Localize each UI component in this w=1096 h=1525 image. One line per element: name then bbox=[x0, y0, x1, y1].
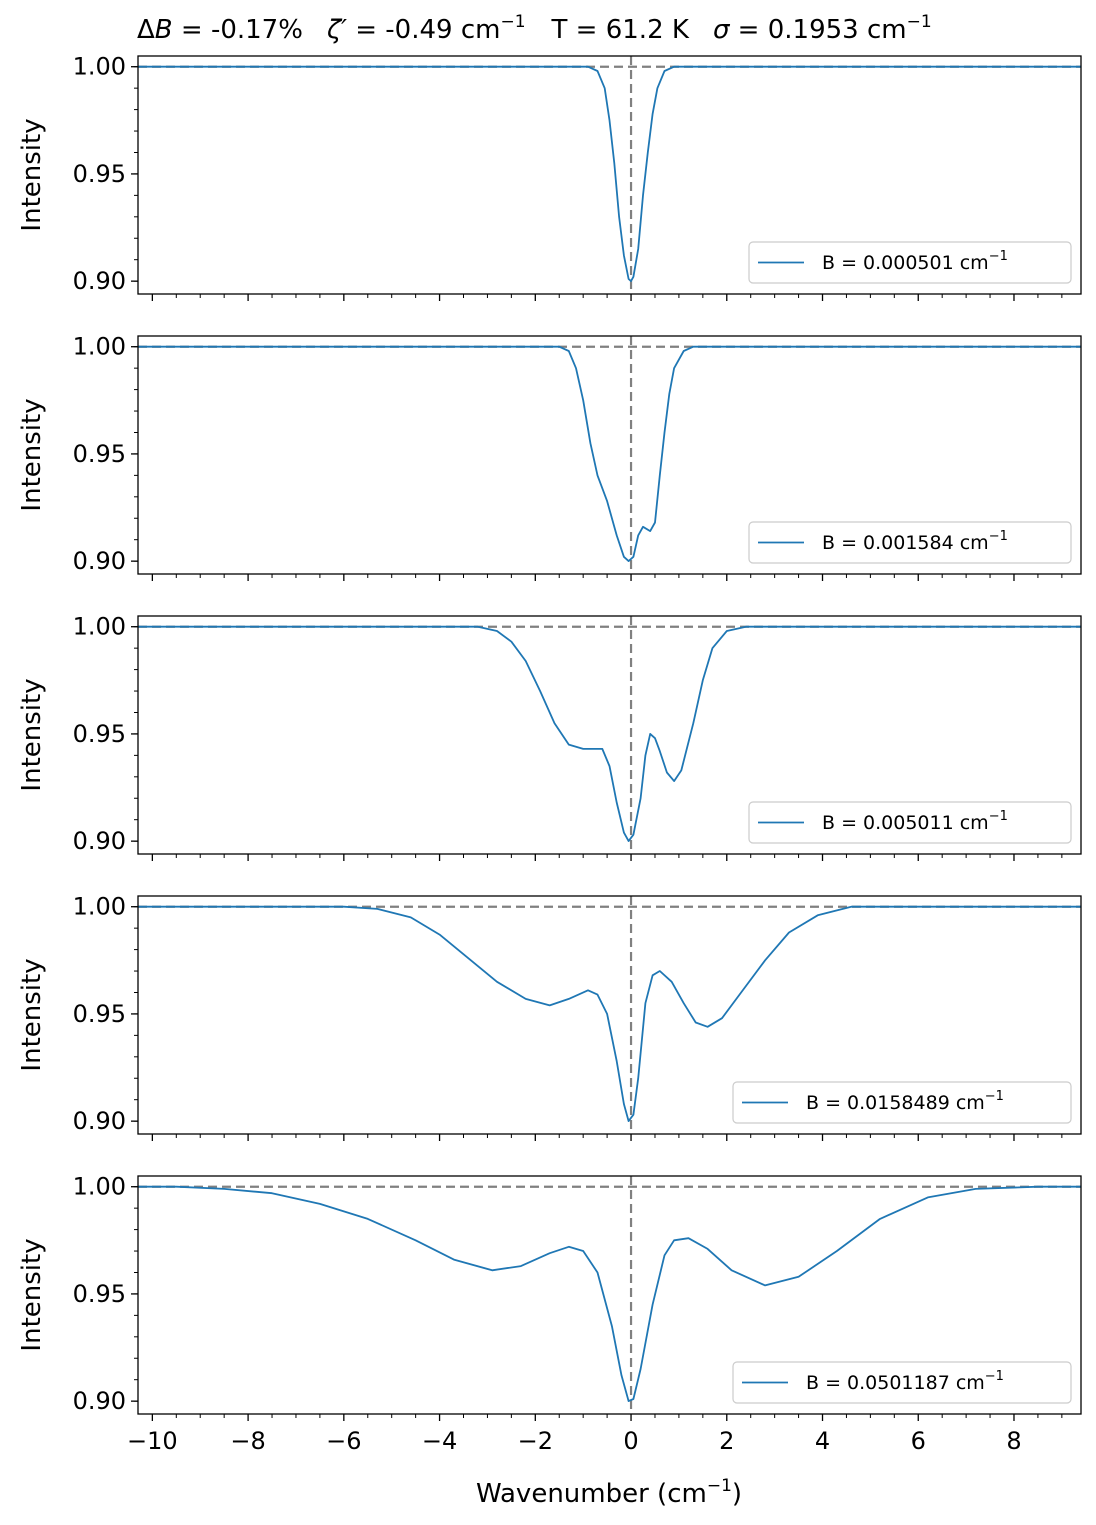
legend-label-main: B = 0.0158489 cm bbox=[806, 1092, 985, 1114]
y-tick-label: 0.95 bbox=[73, 1000, 126, 1028]
legend-box bbox=[732, 1361, 1072, 1404]
x-tick-label: −2 bbox=[518, 1427, 553, 1455]
x-axis-label: Wavenumber (cm−1) bbox=[476, 1476, 742, 1509]
legend-label-main: B = 0.0501187 cm bbox=[806, 1372, 985, 1394]
panel-5: 1.00 0.95 0.90 Intensity B = 0.0501187 cm−1 bbox=[17, 1173, 1082, 1421]
x-tick-label: 0 bbox=[623, 1427, 638, 1455]
x-axis-tick-labels: −10 −8 −6 −4 −2 0 2 4 6 8 bbox=[127, 1427, 1022, 1455]
legend: B = 0.005011 cm−1 bbox=[748, 801, 1072, 844]
y-tick-label: 0.90 bbox=[73, 1107, 126, 1135]
y-tick-label: 1.00 bbox=[73, 1173, 126, 1201]
axes-frame bbox=[137, 55, 1082, 295]
legend: B = 0.000501 cm−1 bbox=[748, 241, 1072, 284]
legend-box bbox=[748, 801, 1072, 844]
series-line bbox=[138, 1185, 1081, 1402]
x-tick-label: −8 bbox=[230, 1427, 265, 1455]
legend: B = 0.0501187 cm−1 bbox=[732, 1361, 1072, 1404]
legend-label: B = 0.005011 cm−1 bbox=[822, 809, 1008, 834]
series-line bbox=[138, 905, 1081, 1122]
panel-3: 1.00 0.95 0.90 Intensity B = 0.005011 cm−1 bbox=[17, 613, 1082, 861]
y-axis-label: Intensity bbox=[17, 958, 47, 1071]
axes-frame bbox=[137, 895, 1082, 1135]
y-tick-label: 1.00 bbox=[73, 53, 126, 81]
legend-label-exp: −1 bbox=[985, 1369, 1004, 1384]
y-tick-label: 1.00 bbox=[73, 613, 126, 641]
series-line bbox=[138, 345, 1081, 562]
legend-box bbox=[732, 1081, 1072, 1124]
x-tick-label: −4 bbox=[422, 1427, 457, 1455]
title-temperature: T = 61.2 K bbox=[551, 15, 690, 45]
y-tick-label: 0.95 bbox=[73, 160, 126, 188]
x-tick-label: −6 bbox=[326, 1427, 361, 1455]
y-axis-label: Intensity bbox=[17, 398, 47, 511]
y-tick-label: 0.90 bbox=[73, 827, 126, 855]
legend-label-main: B = 0.001584 cm bbox=[822, 532, 989, 554]
series-line bbox=[138, 65, 1081, 282]
y-axis-label: Intensity bbox=[17, 118, 47, 231]
title-zeta-value: = -0.49 cm bbox=[347, 15, 500, 45]
y-tick-label: 0.90 bbox=[73, 267, 126, 295]
x-tick-label: 2 bbox=[719, 1427, 734, 1455]
x-axis-label-close: ) bbox=[732, 1479, 742, 1509]
panel-1: 1.00 0.95 0.90 Intensity B = 0.000501 cm−1 bbox=[17, 53, 1082, 301]
y-axis-label: Intensity bbox=[17, 1238, 47, 1351]
title-sigma-exp: −1 bbox=[907, 12, 932, 32]
legend-label-exp: −1 bbox=[989, 249, 1008, 264]
x-axis-label-exp: −1 bbox=[707, 1476, 732, 1496]
title-zeta-exp: −1 bbox=[500, 12, 525, 32]
axes-frame bbox=[137, 615, 1082, 855]
legend-label: B = 0.0158489 cm−1 bbox=[806, 1089, 1004, 1114]
y-tick-label: 1.00 bbox=[73, 893, 126, 921]
y-tick-label: 0.95 bbox=[73, 720, 126, 748]
legend-box bbox=[748, 521, 1072, 564]
legend-label: B = 0.000501 cm−1 bbox=[822, 249, 1008, 274]
y-tick-label: 1.00 bbox=[73, 333, 126, 361]
legend-label-exp: −1 bbox=[985, 1089, 1004, 1104]
x-tick-label: 4 bbox=[815, 1427, 830, 1455]
y-tick-label: 0.95 bbox=[73, 1280, 126, 1308]
panel-2: 1.00 0.95 0.90 Intensity B = 0.001584 cm−1 bbox=[17, 333, 1082, 581]
legend-label: B = 0.001584 cm−1 bbox=[822, 529, 1008, 554]
title-zeta-symbol: ζ′ bbox=[326, 15, 347, 45]
x-tick-label: 8 bbox=[1006, 1427, 1021, 1455]
legend-label-exp: −1 bbox=[989, 529, 1008, 544]
x-axis-label-main: Wavenumber (cm bbox=[476, 1479, 707, 1509]
legend-box bbox=[748, 241, 1072, 284]
x-tick-label: −10 bbox=[127, 1427, 178, 1455]
series-line bbox=[138, 625, 1081, 842]
title-sigma-value: = 0.1953 cm bbox=[729, 15, 906, 45]
legend-label: B = 0.0501187 cm−1 bbox=[806, 1369, 1004, 1394]
legend-label-main: B = 0.000501 cm bbox=[822, 252, 989, 274]
title-sigma-symbol: σ bbox=[713, 15, 731, 45]
legend-label-exp: −1 bbox=[989, 809, 1008, 824]
y-tick-label: 0.95 bbox=[73, 440, 126, 468]
panel-4: 1.00 0.95 0.90 Intensity B = 0.0158489 cm−1 bbox=[17, 893, 1082, 1141]
legend-label-main: B = 0.005011 cm bbox=[822, 812, 989, 834]
y-tick-label: 0.90 bbox=[73, 1387, 126, 1415]
legend: B = 0.0158489 cm−1 bbox=[732, 1081, 1072, 1124]
title-delta-var: B bbox=[155, 15, 173, 45]
axes-frame bbox=[137, 335, 1082, 575]
axes-frame bbox=[137, 1175, 1082, 1415]
y-axis-label: Intensity bbox=[17, 678, 47, 791]
legend: B = 0.001584 cm−1 bbox=[748, 521, 1072, 564]
y-tick-label: 0.90 bbox=[73, 547, 126, 575]
title-delta-value: = -0.17% bbox=[173, 15, 303, 45]
x-tick-label: 6 bbox=[911, 1427, 926, 1455]
title-delta-symbol: Δ bbox=[137, 15, 155, 45]
